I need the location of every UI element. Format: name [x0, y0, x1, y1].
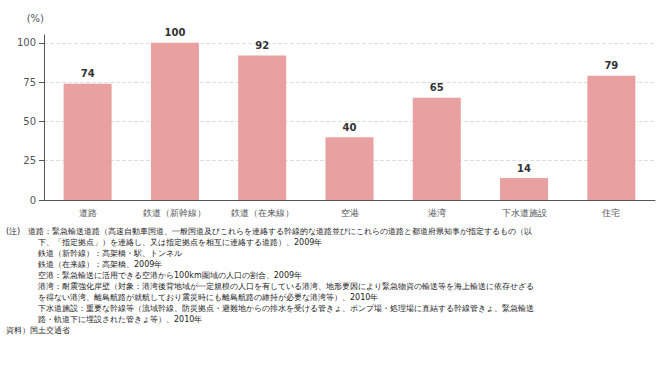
svg-text:鉄道（在来線）: 鉄道（在来線） [231, 208, 294, 218]
svg-text:下水道施設：重要な幹線等（流域幹線、防災拠点・避難地からの排: 下水道施設：重要な幹線等（流域幹線、防災拠点・避難地からの排水を受ける管きょ、ポ… [6, 304, 534, 313]
svg-text:74: 74 [81, 68, 95, 79]
svg-text:65: 65 [430, 82, 444, 93]
svg-text:鉄道（在来線）：高架橋、2009年: 鉄道（在来線）：高架橋、2009年 [6, 260, 162, 269]
svg-text:25: 25 [23, 155, 36, 166]
svg-text:鉄道（新幹線）：高架橋・駅、トンネル: 鉄道（新幹線）：高架橋・駅、トンネル [6, 249, 182, 258]
svg-text:下、「指定拠点」）を連絡し、又は指定拠点を相互に連絡する道路: 下、「指定拠点」）を連絡し、又は指定拠点を相互に連絡する道路）、2009年 [6, 238, 322, 247]
svg-text:を得ない港湾、離島航路が就航しており震災時にも離島航路の維持: を得ない港湾、離島航路が就航しており震災時にも離島航路の維持が必要な港湾等）、2… [6, 293, 378, 302]
svg-text:路・軌道下に埋設された管きょ等）、2010年: 路・軌道下に埋設された管きょ等）、2010年 [6, 315, 202, 324]
svg-text:75: 75 [23, 77, 36, 88]
svg-text:住宅: 住宅 [602, 208, 620, 218]
svg-text:(注) 道路：緊急輸送道路（高速自動車国道、一般国道及びこれ: (注) 道路：緊急輸送道路（高速自動車国道、一般国道及びこれらを連絡する幹線的な… [6, 227, 532, 236]
svg-text:92: 92 [255, 40, 269, 51]
svg-text:50: 50 [23, 116, 36, 127]
svg-text:100: 100 [17, 37, 36, 48]
svg-text:空港：緊急輸送に活用できる空港から100km圏域の人口の割合: 空港：緊急輸送に活用できる空港から100km圏域の人口の割合、2009年 [6, 271, 302, 280]
svg-text:空港: 空港 [341, 208, 359, 218]
svg-text:(%): (%) [27, 13, 44, 24]
svg-text:港湾：耐震強化岸壁（対象：港湾後背地域が一定規模の人口を有し: 港湾：耐震強化岸壁（対象：港湾後背地域が一定規模の人口を有している港湾、地形要因… [6, 282, 534, 291]
svg-text:100: 100 [164, 27, 185, 38]
svg-text:0: 0 [30, 195, 36, 206]
svg-text:14: 14 [517, 163, 531, 174]
svg-text:40: 40 [343, 122, 357, 133]
svg-text:道路: 道路 [79, 208, 97, 218]
svg-text:港湾: 港湾 [428, 208, 446, 218]
svg-text:下水道施設: 下水道施設 [502, 208, 547, 218]
svg-text:資料）国土交通省: 資料）国土交通省 [6, 326, 70, 335]
svg-text:79: 79 [604, 60, 618, 71]
svg-text:鉄道（新幹線）: 鉄道（新幹線） [143, 208, 206, 218]
